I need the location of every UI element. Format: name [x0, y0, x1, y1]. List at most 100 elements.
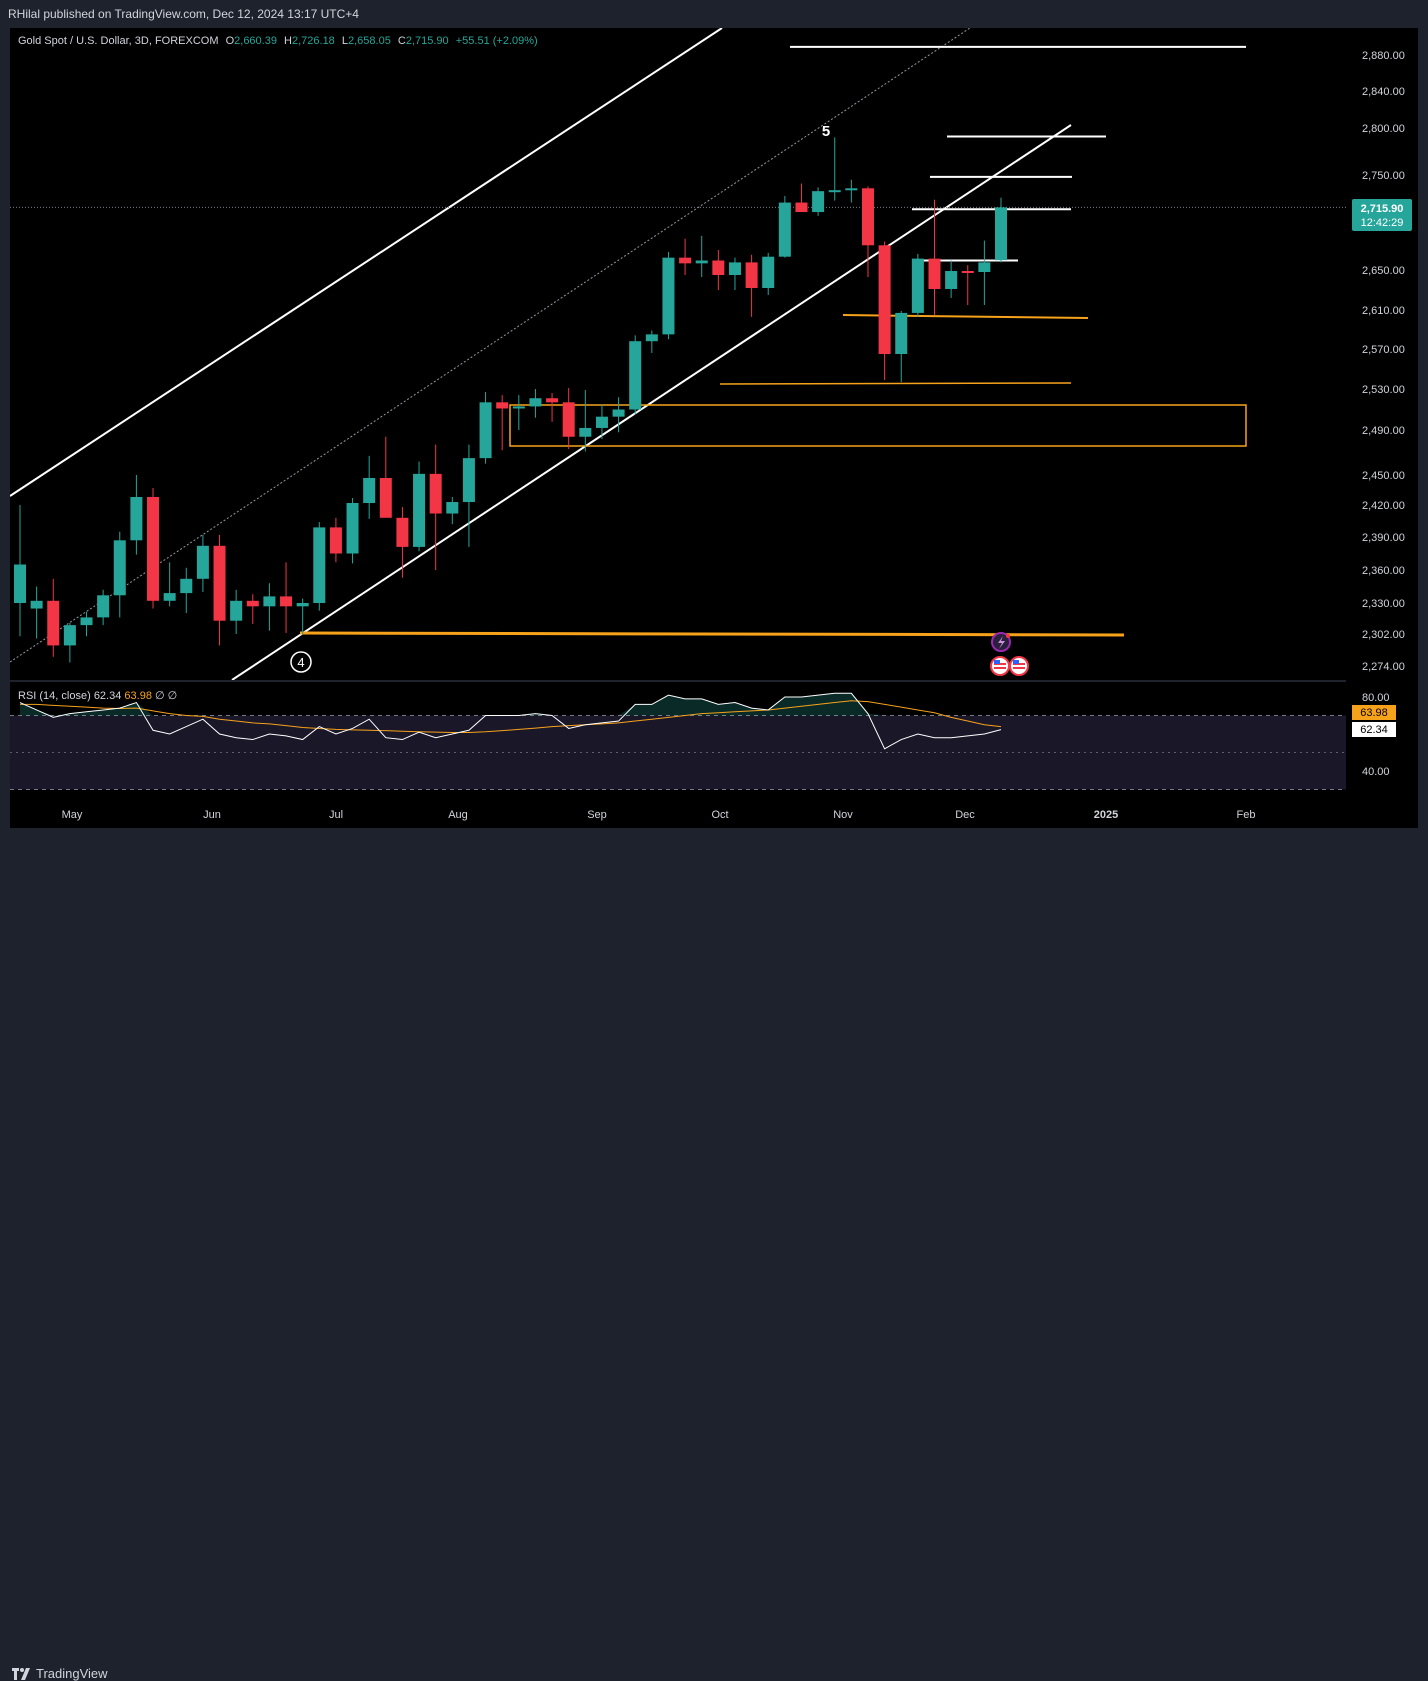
price-tick-label: 2,610.00: [1362, 305, 1405, 317]
candle: [462, 444, 475, 547]
candle: [595, 404, 608, 439]
price-tick-label: 2,330.00: [1362, 598, 1405, 610]
candle: [645, 330, 658, 353]
candle-body: [496, 402, 509, 409]
low-value: 2,658.05: [348, 35, 391, 47]
candle-body: [795, 202, 808, 213]
candle: [679, 238, 692, 275]
tradingview-brand[interactable]: TradingView: [12, 1666, 108, 1681]
candle: [546, 393, 559, 422]
candle-body: [379, 478, 392, 518]
change-value: +55.51 (+2.09%): [455, 35, 538, 47]
price-tick-label: 2,650.00: [1362, 265, 1405, 277]
candle-body: [296, 603, 309, 607]
tradingview-logo-icon: [12, 1667, 30, 1680]
rsi-value-badge: 62.34: [1352, 722, 1396, 737]
time-tick-label: Jun: [203, 809, 221, 821]
candle: [479, 392, 492, 464]
demand-zone-box: [509, 404, 1247, 447]
rsi-na-2: ∅: [167, 690, 178, 702]
price-tick-label: 2,840.00: [1362, 86, 1405, 98]
candle-body: [446, 502, 459, 514]
candle-body: [562, 402, 575, 437]
candle: [911, 253, 924, 317]
rsi-legend: RSI (14, close) 62.34 63.98 ∅ ∅: [18, 689, 177, 702]
candle: [562, 388, 575, 450]
chart-canvas[interactable]: 45 2,274.002,302.002,330.002,360.002,390…: [0, 0, 1428, 864]
candle: [928, 199, 941, 315]
rsi-overbought-fill: [20, 693, 1001, 716]
rsi-tick-label: 40.00: [1362, 766, 1390, 778]
candle-body: [462, 458, 475, 502]
candle-body: [595, 416, 608, 428]
candle-body: [180, 578, 193, 594]
candle-body: [679, 257, 692, 264]
candle: [845, 179, 858, 203]
candle-body: [346, 503, 359, 554]
candle: [14, 505, 26, 637]
rsi-ma-badge: 63.98: [1352, 705, 1396, 720]
candle: [995, 197, 1007, 263]
candle: [396, 507, 409, 578]
candle: [579, 390, 592, 452]
candle: [280, 562, 293, 633]
right-border: [1418, 0, 1428, 864]
candle: [47, 578, 60, 657]
candle-body: [280, 596, 293, 607]
price-axis[interactable]: [1346, 28, 1418, 828]
candle: [662, 251, 675, 340]
high-label: H: [284, 35, 292, 47]
time-tick-label: Aug: [448, 809, 468, 821]
candle-body: [329, 527, 342, 554]
candle: [629, 335, 642, 415]
candle: [346, 498, 359, 564]
rsi-title: RSI (14, close): [18, 690, 91, 702]
price-tick-label: 2,530.00: [1362, 384, 1405, 396]
price-chart: 45: [10, 28, 1346, 680]
candle: [945, 260, 958, 298]
rsi-na-1: ∅: [155, 690, 165, 702]
rsi-value: 62.34: [93, 690, 122, 702]
candle-body: [645, 334, 658, 342]
candle-body: [695, 260, 708, 264]
candle: [130, 475, 143, 555]
candle-body: [363, 478, 376, 503]
candle-body: [895, 312, 908, 354]
wave-5-label: 5: [822, 123, 830, 140]
time-tick-label: Feb: [1237, 809, 1256, 821]
open-label: O: [225, 35, 235, 47]
symbol-title: Gold Spot / U.S. Dollar, 3D, FOREXCOM: [18, 35, 219, 47]
candle: [363, 455, 376, 519]
price-tick-label: 2,880.00: [1362, 50, 1405, 62]
time-tick-label: Jul: [329, 809, 343, 821]
candle-body: [246, 600, 259, 607]
candle: [413, 461, 426, 552]
candle: [429, 444, 442, 570]
price-tick-label: 2,800.00: [1362, 123, 1405, 135]
price-tick-label: 2,750.00: [1362, 170, 1405, 182]
candle-body: [213, 545, 226, 621]
candle-body: [130, 497, 143, 541]
candle-body: [163, 593, 176, 601]
candle-body: [712, 260, 725, 275]
candle-body: [230, 600, 243, 621]
candle-body: [612, 409, 625, 417]
rsi-chart: [10, 692, 1346, 790]
candle-body: [978, 262, 991, 272]
candle-body: [196, 545, 209, 579]
candle-body: [961, 271, 974, 273]
axes: 2,274.00 2,302.00 2,330.00 2,360.00 2,390.00…: [62, 50, 1412, 821]
candle: [97, 589, 110, 626]
candle: [695, 235, 708, 277]
rsi-ma-line: [20, 700, 1002, 734]
time-tick-label: Nov: [833, 809, 853, 821]
candle-body: [728, 262, 741, 275]
candle: [30, 586, 43, 639]
price-pane[interactable]: [10, 28, 1346, 680]
candle: [529, 389, 542, 418]
time-tick-label: Oct: [711, 809, 728, 821]
price-tick-label: 2,360.00: [1362, 565, 1405, 577]
time-axis[interactable]: [10, 800, 1346, 828]
candle-body: [579, 427, 592, 437]
brand-name: TradingView: [36, 1666, 108, 1681]
